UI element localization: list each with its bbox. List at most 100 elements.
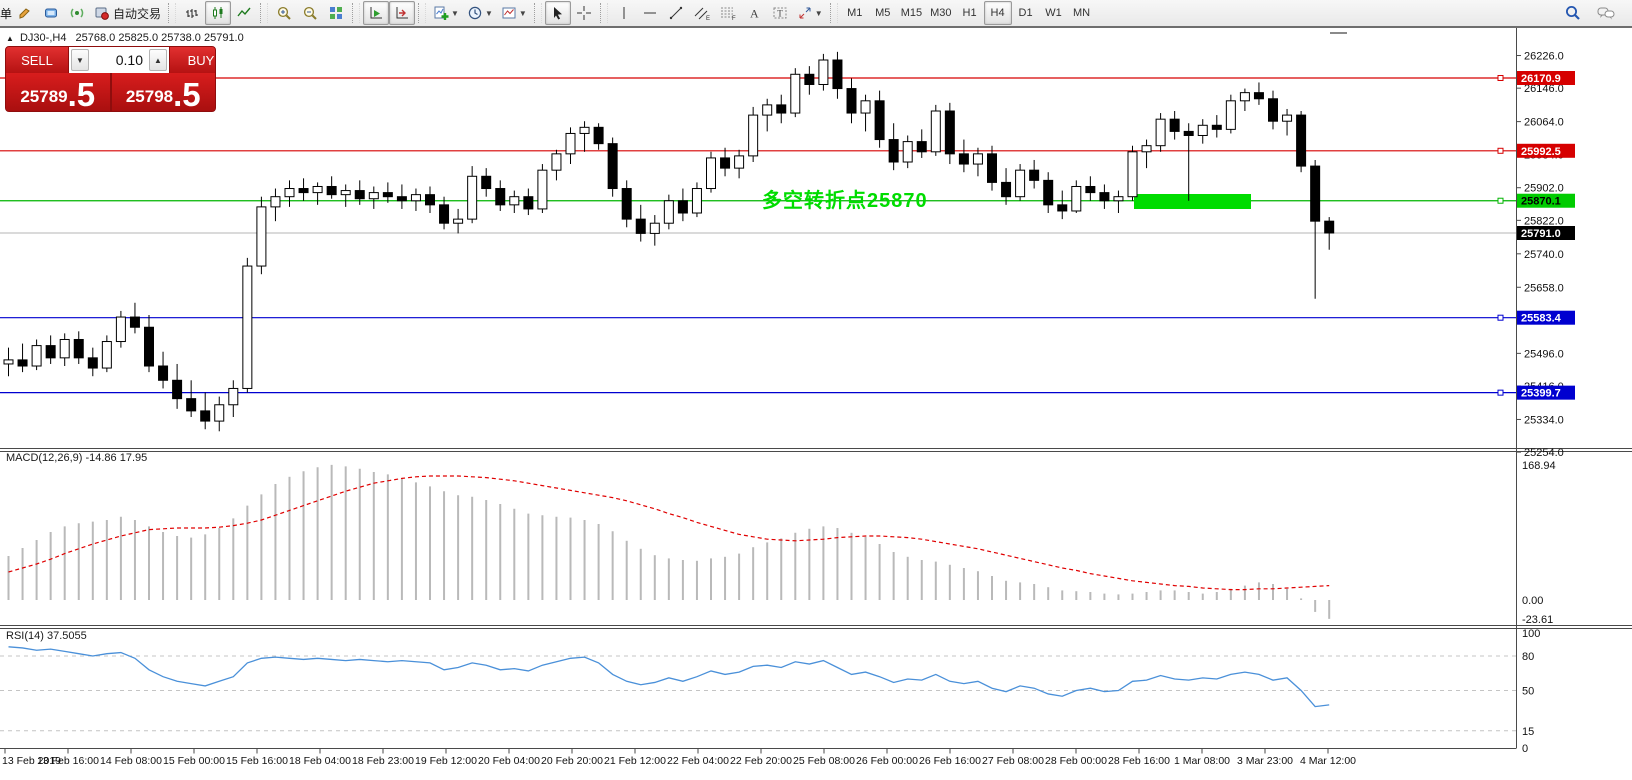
buy-price[interactable]: 25798 .5: [112, 73, 216, 111]
candle-body: [73, 338, 84, 359]
green-zone-rectangle[interactable]: [1134, 194, 1251, 209]
candle-body: [790, 73, 801, 114]
toolbar-separator: [829, 3, 838, 23]
timeframe-button-M1[interactable]: M1: [847, 7, 863, 19]
candle-body: [677, 200, 688, 214]
timeframe-group: M1 M5 M15 M30 H1 H4 D1 W1 MN: [841, 1, 1096, 25]
candle-body: [284, 188, 295, 198]
candle-body: [762, 104, 773, 116]
candle-body: [228, 387, 239, 406]
indicators-button[interactable]: ▼: [429, 1, 463, 25]
time-label: 28 Feb 00:00: [1045, 755, 1107, 767]
candle-body: [129, 316, 140, 328]
candle-body: [916, 141, 927, 153]
line-chart-button[interactable]: [231, 1, 257, 25]
buy-button[interactable]: BUY: [170, 47, 215, 73]
crosshair-icon: [576, 6, 591, 20]
auto-scroll-button[interactable]: [363, 1, 390, 25]
macd-scale-label: 168.94: [1522, 460, 1556, 472]
rsi-scale-label: 100: [1522, 628, 1540, 640]
crosshair-button[interactable]: [571, 1, 597, 25]
cursor-button[interactable]: [544, 1, 571, 25]
line-handle[interactable]: [1497, 147, 1504, 154]
signals-button[interactable]: [64, 1, 90, 25]
tile-windows-button[interactable]: [323, 1, 349, 25]
time-label: 1 Mar 08:00: [1174, 755, 1230, 767]
line-handle[interactable]: [1497, 389, 1504, 396]
orders-button[interactable]: 单: [0, 6, 13, 21]
time-label: 26 Feb 16:00: [919, 755, 981, 767]
timeframe-button-W1[interactable]: W1: [1045, 7, 1062, 19]
arrows-button[interactable]: ▼: [793, 1, 827, 25]
timeframe-button-M30[interactable]: M30: [930, 7, 952, 19]
sell-price[interactable]: 25789 .5: [6, 73, 110, 111]
candle-body: [1071, 185, 1082, 212]
channel-icon: E: [694, 7, 710, 21]
timeframe-button-D1[interactable]: D1: [1018, 7, 1033, 19]
search-button[interactable]: [1560, 1, 1586, 25]
candle-body: [1043, 179, 1054, 206]
vertical-line-button[interactable]: [611, 1, 637, 25]
vertical-line-icon: [623, 7, 625, 19]
sell-button[interactable]: SELL: [6, 47, 68, 73]
main-toolbar: 单 自动交易 ▼: [0, 0, 1632, 28]
price-tick-label: 26226.0: [1524, 51, 1564, 63]
chart-shift-button[interactable]: [389, 1, 416, 25]
candle-body: [1239, 92, 1250, 102]
line-handle[interactable]: [1497, 314, 1504, 321]
tile-windows-icon: [330, 7, 343, 19]
volume-box: ▼ ▲: [68, 47, 170, 73]
candle-body: [944, 110, 955, 155]
dropdown-arrow-icon: ▼: [484, 8, 493, 18]
candle-body: [439, 204, 450, 224]
arrows-icon: [799, 7, 811, 19]
price-line-label-bg: [1517, 71, 1575, 86]
time-label: 27 Feb 08:00: [982, 755, 1044, 767]
templates-button[interactable]: ▼: [497, 1, 531, 25]
time-label: 20 Feb 04:00: [478, 755, 540, 767]
fibonacci-button[interactable]: F: [715, 1, 741, 25]
history-icon[interactable]: [12, 1, 38, 25]
time-label: 22 Feb 04:00: [667, 755, 729, 767]
volume-input[interactable]: [91, 47, 147, 73]
candle-body: [579, 126, 590, 134]
macd-label: MACD(12,26,9) -14.86 17.95: [6, 452, 148, 464]
equidistant-channel-button[interactable]: E: [689, 1, 715, 25]
clock-icon: [468, 6, 482, 20]
auto-trading-button[interactable]: 自动交易: [90, 1, 165, 25]
candle-body: [101, 341, 112, 369]
text-button[interactable]: A: [741, 1, 767, 25]
timeframe-button-H4[interactable]: H4: [983, 1, 1012, 25]
chat-button[interactable]: [1592, 1, 1620, 25]
timeframe-button-MN[interactable]: MN: [1072, 7, 1091, 19]
text-label-icon: T: [773, 7, 787, 19]
toolbar-separator: [352, 3, 361, 23]
line-handle[interactable]: [1497, 197, 1504, 204]
volume-decrease-button[interactable]: ▼: [71, 49, 89, 71]
bar-chart-button[interactable]: [179, 1, 205, 25]
pivot-annotation-text[interactable]: 多空转折点25870: [762, 190, 928, 212]
terminal-icon-button[interactable]: [38, 1, 64, 25]
candle-body: [256, 206, 267, 267]
candle-body: [396, 196, 407, 202]
timeframe-button-M5[interactable]: M5: [875, 7, 891, 19]
horizontal-line-button[interactable]: [637, 1, 663, 25]
zoom-in-button[interactable]: [271, 1, 297, 25]
candle-body: [1141, 145, 1152, 153]
trendline-button[interactable]: [663, 1, 689, 25]
price-line-label-bg: [1517, 385, 1575, 400]
time-label: 4 Mar 12:00: [1300, 755, 1356, 767]
timeframe-button-H1[interactable]: H1: [962, 7, 977, 19]
candle-body: [45, 345, 56, 359]
chart-title: ▲ DJ30-,H4 25768.0 25825.0 25738.0 25791…: [6, 32, 244, 44]
candle-body: [987, 153, 997, 183]
periods-button[interactable]: ▼: [463, 1, 497, 25]
candle-body: [1113, 196, 1124, 202]
line-handle[interactable]: [1497, 75, 1504, 82]
volume-increase-button[interactable]: ▲: [149, 49, 167, 71]
text-label-button[interactable]: T: [767, 1, 793, 25]
timeframe-button-M15[interactable]: M15: [900, 7, 923, 19]
zoom-out-button[interactable]: [297, 1, 323, 25]
candlestick-chart-button[interactable]: [205, 1, 232, 25]
